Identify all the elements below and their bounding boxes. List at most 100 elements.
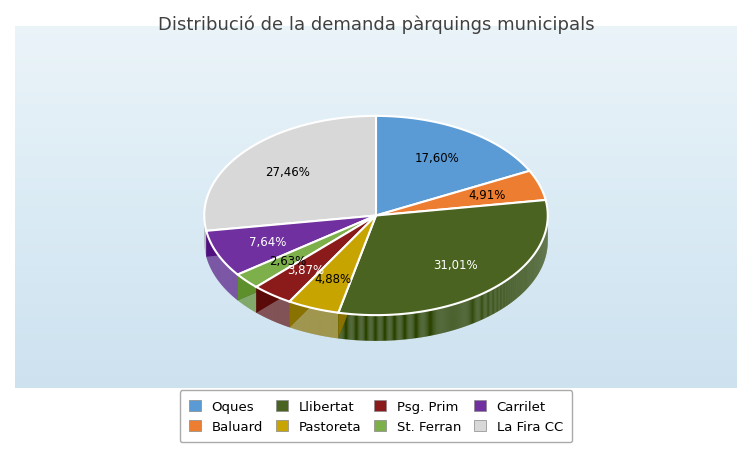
Polygon shape: [375, 315, 376, 341]
Polygon shape: [472, 298, 473, 324]
Polygon shape: [466, 300, 467, 326]
Polygon shape: [461, 302, 462, 328]
Polygon shape: [206, 216, 376, 257]
Polygon shape: [408, 313, 409, 339]
Text: 31,01%: 31,01%: [434, 259, 478, 272]
Polygon shape: [413, 313, 414, 339]
Polygon shape: [376, 171, 546, 216]
Polygon shape: [446, 307, 447, 332]
Polygon shape: [368, 315, 369, 341]
Polygon shape: [348, 314, 350, 340]
Polygon shape: [452, 305, 453, 331]
Polygon shape: [403, 314, 404, 340]
Polygon shape: [484, 293, 486, 319]
Polygon shape: [479, 295, 481, 321]
Polygon shape: [346, 314, 347, 340]
Polygon shape: [429, 310, 430, 336]
Polygon shape: [384, 315, 385, 341]
Polygon shape: [501, 284, 502, 310]
Polygon shape: [487, 291, 488, 318]
Polygon shape: [453, 304, 455, 331]
Polygon shape: [394, 315, 395, 341]
Polygon shape: [490, 290, 491, 316]
Polygon shape: [256, 216, 376, 302]
Polygon shape: [378, 315, 380, 341]
Polygon shape: [338, 201, 547, 315]
Polygon shape: [435, 309, 436, 335]
Polygon shape: [414, 313, 415, 339]
Polygon shape: [502, 283, 503, 309]
Polygon shape: [386, 315, 387, 341]
Polygon shape: [477, 296, 478, 322]
Text: 2,63%: 2,63%: [269, 254, 307, 267]
Polygon shape: [360, 315, 362, 341]
Polygon shape: [489, 290, 490, 317]
Polygon shape: [390, 315, 392, 341]
Polygon shape: [345, 314, 346, 340]
Polygon shape: [206, 216, 376, 257]
Polygon shape: [423, 311, 425, 337]
Polygon shape: [367, 315, 368, 341]
Polygon shape: [449, 306, 450, 332]
Polygon shape: [488, 291, 489, 317]
Polygon shape: [432, 310, 433, 336]
Polygon shape: [438, 308, 439, 334]
Polygon shape: [373, 315, 374, 341]
Polygon shape: [355, 315, 356, 341]
Polygon shape: [256, 216, 376, 313]
Polygon shape: [475, 297, 476, 323]
Polygon shape: [473, 298, 474, 324]
Polygon shape: [441, 308, 443, 334]
Polygon shape: [387, 315, 388, 341]
Polygon shape: [383, 315, 384, 341]
Polygon shape: [465, 300, 466, 327]
Polygon shape: [468, 299, 469, 326]
Polygon shape: [366, 315, 367, 341]
Polygon shape: [357, 315, 358, 341]
Polygon shape: [393, 315, 394, 341]
Polygon shape: [351, 314, 353, 340]
Polygon shape: [371, 315, 373, 341]
Polygon shape: [443, 308, 444, 333]
Polygon shape: [447, 306, 449, 332]
Polygon shape: [436, 309, 438, 335]
Polygon shape: [359, 315, 360, 341]
Polygon shape: [338, 216, 376, 339]
Polygon shape: [406, 314, 408, 340]
Polygon shape: [290, 216, 376, 313]
Polygon shape: [478, 295, 479, 322]
Polygon shape: [450, 305, 452, 331]
Polygon shape: [401, 314, 402, 340]
Text: 4,88%: 4,88%: [315, 272, 352, 285]
Polygon shape: [483, 294, 484, 320]
Polygon shape: [205, 117, 376, 231]
Polygon shape: [434, 309, 435, 335]
Polygon shape: [496, 286, 497, 313]
Polygon shape: [402, 314, 403, 340]
Polygon shape: [409, 313, 411, 339]
Polygon shape: [338, 216, 376, 339]
Polygon shape: [458, 303, 459, 329]
Polygon shape: [495, 287, 496, 313]
Polygon shape: [381, 315, 382, 341]
Polygon shape: [456, 304, 458, 330]
Polygon shape: [385, 315, 386, 341]
Polygon shape: [418, 312, 420, 338]
Polygon shape: [426, 311, 427, 337]
Polygon shape: [238, 216, 376, 301]
Polygon shape: [455, 304, 456, 330]
Polygon shape: [380, 315, 381, 341]
Polygon shape: [433, 309, 434, 336]
Polygon shape: [486, 292, 487, 318]
Polygon shape: [498, 285, 499, 312]
Polygon shape: [471, 299, 472, 325]
Polygon shape: [338, 313, 339, 339]
Polygon shape: [396, 315, 397, 341]
Polygon shape: [369, 315, 371, 341]
Polygon shape: [362, 315, 364, 341]
Polygon shape: [343, 313, 344, 339]
Polygon shape: [404, 314, 405, 340]
Polygon shape: [374, 315, 375, 341]
Polygon shape: [500, 284, 501, 310]
Polygon shape: [494, 288, 495, 314]
